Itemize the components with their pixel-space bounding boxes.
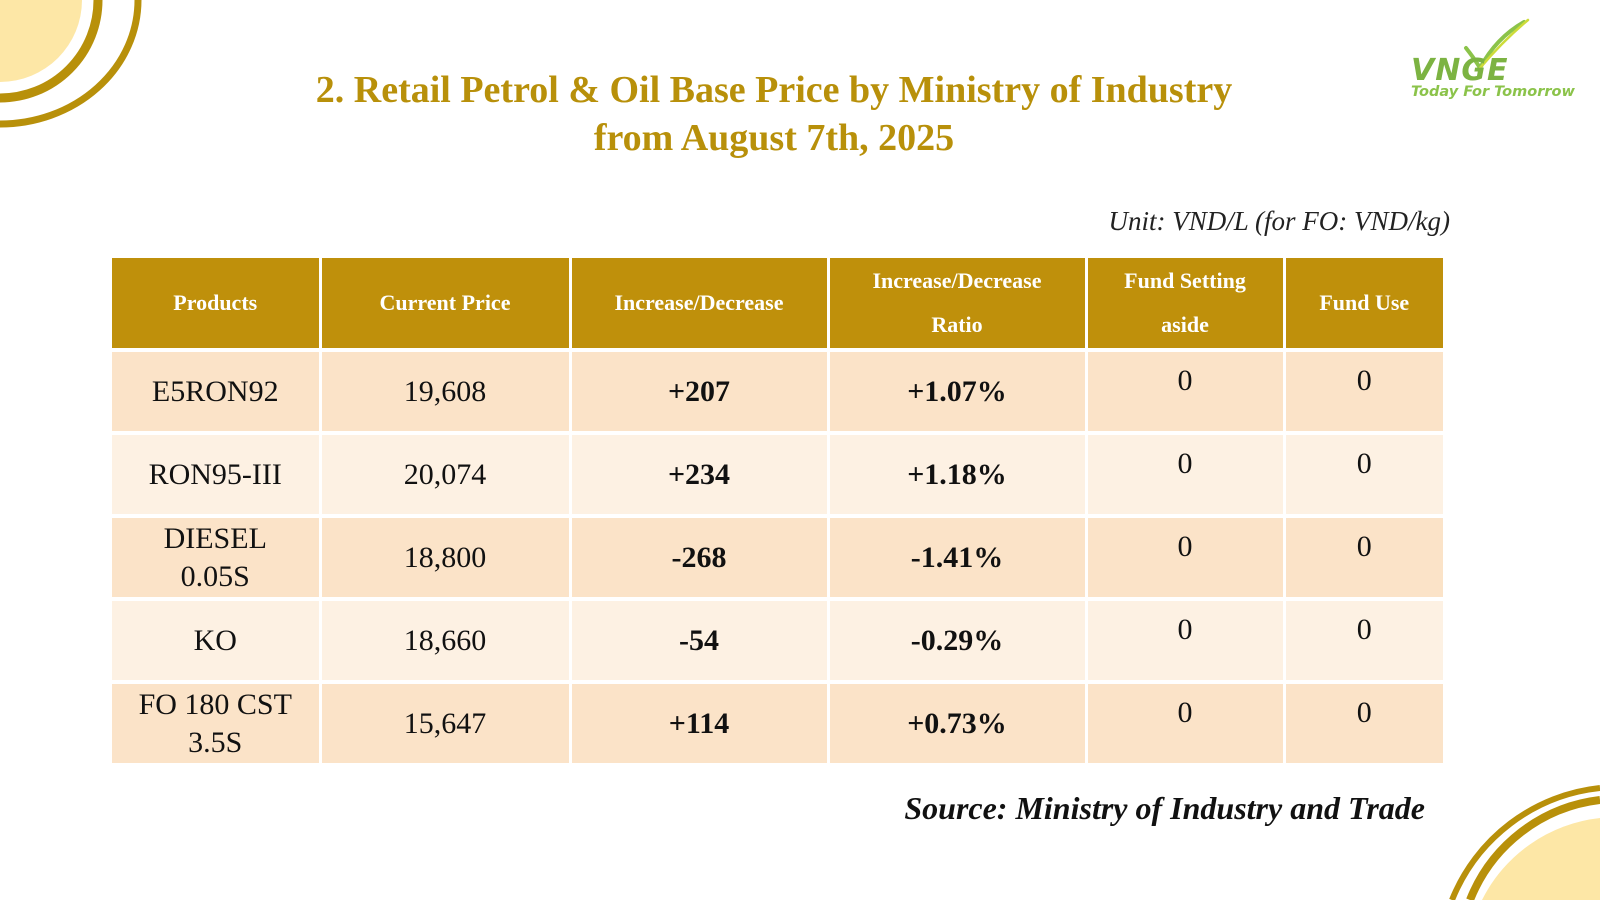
product-cell: KO xyxy=(112,599,322,684)
price-table: Products Current Price Increase/Decrease… xyxy=(112,258,1443,767)
price-cell: 19,608 xyxy=(320,350,572,435)
header-change: Increase/Decrease xyxy=(570,258,830,352)
top-left-corner-decoration xyxy=(0,0,142,128)
logo-text: VNGE xyxy=(1411,53,1509,88)
price-cell: 18,800 xyxy=(320,516,572,601)
product-name: RON95-III xyxy=(148,457,282,491)
logo-tagline: Today For Tomorrow xyxy=(1411,84,1575,100)
fund-setting-cell: 0 xyxy=(1086,350,1286,435)
header-fund-setting: Fund Setting aside xyxy=(1086,258,1286,352)
product-cell: DIESEL 0.05S xyxy=(112,516,322,601)
fund-use-cell: 0 xyxy=(1284,682,1443,767)
header-fund-setting-line2: aside xyxy=(1161,312,1209,337)
fund-use-cell: 0 xyxy=(1284,350,1443,435)
change-cell: +114 xyxy=(570,682,830,767)
change-cell: +234 xyxy=(570,433,830,518)
product-cell: RON95-III xyxy=(112,433,322,518)
fund-setting-cell: 0 xyxy=(1086,516,1286,601)
price-cell: 20,074 xyxy=(320,433,572,518)
table-header-row: Products Current Price Increase/Decrease… xyxy=(112,258,1443,352)
header-fund-use: Fund Use xyxy=(1284,258,1443,352)
fund-use-cell: 0 xyxy=(1284,516,1443,601)
vnge-leaf-icon xyxy=(1464,18,1530,73)
header-ratio-line1: Increase/Decrease xyxy=(872,268,1042,293)
fund-setting-cell: 0 xyxy=(1086,682,1286,767)
bottom-right-corner-decoration xyxy=(1449,785,1600,900)
table-row: RON95-III 20,074 +234 +1.18% 0 0 xyxy=(112,433,1443,518)
fund-setting-cell: 0 xyxy=(1086,433,1286,518)
ratio-cell: -1.41% xyxy=(828,516,1088,601)
fund-setting-cell: 0 xyxy=(1086,599,1286,684)
unit-note: Unit: VND/L (for FO: VND/kg) xyxy=(1108,206,1450,236)
table-row: E5RON92 19,608 +207 +1.07% 0 0 xyxy=(112,350,1443,435)
product-name: KO xyxy=(193,623,237,657)
header-ratio-line2: Ratio xyxy=(931,312,983,337)
ratio-cell: +1.18% xyxy=(828,433,1088,518)
product-name-line2: 3.5S xyxy=(188,725,243,759)
ratio-cell: +0.73% xyxy=(828,682,1088,767)
header-fund-setting-line1: Fund Setting xyxy=(1124,268,1246,293)
change-cell: -268 xyxy=(570,516,830,601)
price-cell: 15,647 xyxy=(320,682,572,767)
title-line-1: 2. Retail Petrol & Oil Base Price by Min… xyxy=(315,69,1233,111)
table-row: FO 180 CST 3.5S 15,647 +114 +0.73% 0 0 xyxy=(112,682,1443,767)
product-cell: E5RON92 xyxy=(112,350,322,435)
source-note: Source: Ministry of Industry and Trade xyxy=(904,790,1425,826)
fund-use-cell: 0 xyxy=(1284,433,1443,518)
fund-use-cell: 0 xyxy=(1284,599,1443,684)
product-cell: FO 180 CST 3.5S xyxy=(112,682,322,767)
ratio-cell: -0.29% xyxy=(828,599,1088,684)
product-name: FO 180 CST xyxy=(138,687,292,721)
vnge-logo: VNGE Today For Tomorrow xyxy=(1408,18,1578,108)
product-name-line2: 0.05S xyxy=(180,559,250,593)
header-ratio: Increase/Decrease Ratio xyxy=(828,258,1088,352)
header-current-price: Current Price xyxy=(320,258,572,352)
change-cell: +207 xyxy=(570,350,830,435)
table-row: DIESEL 0.05S 18,800 -268 -1.41% 0 0 xyxy=(112,516,1443,601)
product-name: DIESEL xyxy=(163,521,267,555)
product-name: E5RON92 xyxy=(151,374,279,408)
change-cell: -54 xyxy=(570,599,830,684)
slide-title: 2. Retail Petrol & Oil Base Price by Min… xyxy=(0,66,1548,162)
title-line-2: from August 7th, 2025 xyxy=(593,117,955,159)
ratio-cell: +1.07% xyxy=(828,350,1088,435)
header-products: Products xyxy=(112,258,322,352)
table-row: KO 18,660 -54 -0.29% 0 0 xyxy=(112,599,1443,684)
price-cell: 18,660 xyxy=(320,599,572,684)
